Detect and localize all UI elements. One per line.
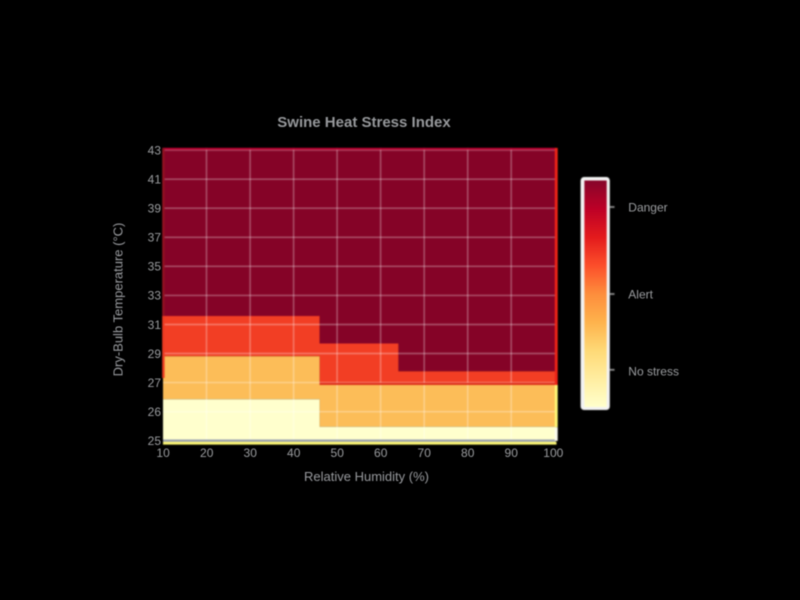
svg-text:29: 29 [148,347,162,361]
svg-text:20: 20 [200,446,214,460]
svg-text:41: 41 [148,173,162,187]
svg-text:50: 50 [331,446,345,460]
svg-text:39: 39 [148,202,162,216]
svg-text:33: 33 [148,289,162,303]
svg-text:35: 35 [148,260,162,274]
svg-text:10: 10 [156,446,170,460]
svg-text:25: 25 [148,434,162,448]
svg-text:Danger: Danger [628,201,667,215]
svg-text:26: 26 [148,405,162,419]
svg-text:70: 70 [418,446,432,460]
svg-text:30: 30 [244,446,258,460]
svg-text:90: 90 [505,446,519,460]
svg-text:37: 37 [148,231,162,245]
svg-text:60: 60 [374,446,388,460]
svg-text:Relative Humidity (%): Relative Humidity (%) [304,469,429,484]
svg-text:100: 100 [543,446,563,460]
svg-text:43: 43 [148,143,162,157]
svg-text:Swine Heat Stress Index: Swine Heat Stress Index [277,114,451,131]
svg-text:31: 31 [148,318,162,332]
svg-text:40: 40 [287,446,301,460]
svg-text:Dry-Bulb Temperature (°C): Dry-Bulb Temperature (°C) [111,223,126,377]
svg-text:27: 27 [148,376,162,390]
svg-text:Alert: Alert [628,288,653,302]
svg-text:No stress: No stress [628,365,679,379]
svg-text:80: 80 [461,446,475,460]
